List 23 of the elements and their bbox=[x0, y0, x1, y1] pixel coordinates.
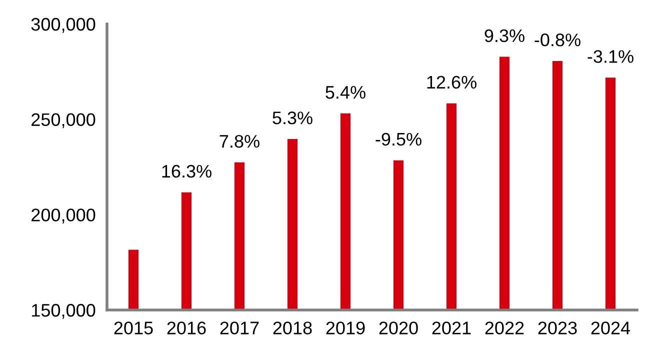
annotation: 5.4% bbox=[326, 86, 366, 99]
x-tick-label: 2019 bbox=[326, 322, 365, 334]
x-tick-label: 2022 bbox=[485, 322, 524, 334]
y-tick-label: 250,000 bbox=[32, 113, 96, 128]
y-tick-label: 300,000 bbox=[31, 18, 96, 33]
x-tick-label: 2020 bbox=[379, 322, 418, 334]
x-tick-label: 2016 bbox=[167, 322, 206, 334]
x-tick-label: 2024 bbox=[591, 322, 630, 334]
y-tick-label: 200,000 bbox=[32, 208, 96, 224]
x-tick-label: 2018 bbox=[273, 322, 312, 334]
annotation: 7.8% bbox=[220, 134, 260, 148]
x-tick-label: 2023 bbox=[538, 322, 577, 334]
y-tick-label: 150,000 bbox=[32, 304, 96, 319]
annotation: -9.5% bbox=[376, 132, 422, 146]
x-tick-label: 2015 bbox=[114, 322, 153, 334]
x-tick-label: 2021 bbox=[432, 322, 471, 334]
x-tick-label: 2017 bbox=[220, 322, 259, 334]
annotation: -3.1% bbox=[588, 50, 634, 63]
annotation: 9.3% bbox=[484, 29, 524, 42]
annotation: 5.3% bbox=[272, 112, 312, 124]
annotation: 16.3% bbox=[162, 164, 212, 178]
annotation: 12.6% bbox=[427, 76, 476, 89]
annotation: -0.8% bbox=[534, 34, 580, 46]
